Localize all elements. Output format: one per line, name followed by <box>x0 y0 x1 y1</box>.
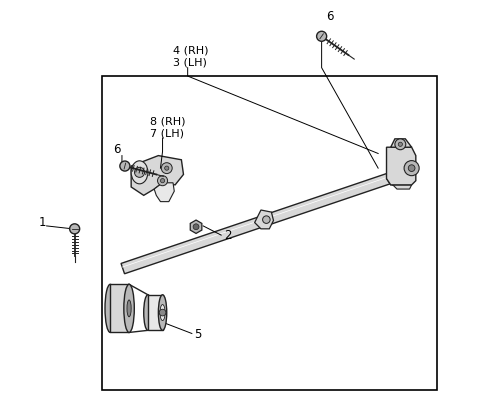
Polygon shape <box>121 173 390 274</box>
Circle shape <box>398 142 402 147</box>
Polygon shape <box>255 210 274 229</box>
Circle shape <box>160 178 165 183</box>
Circle shape <box>161 163 172 173</box>
Circle shape <box>317 31 327 41</box>
Circle shape <box>395 139 406 150</box>
Text: 6: 6 <box>326 10 334 23</box>
Polygon shape <box>386 178 412 189</box>
Text: 1: 1 <box>39 216 47 229</box>
Text: 4 (RH): 4 (RH) <box>173 45 208 55</box>
Ellipse shape <box>105 284 116 333</box>
Ellipse shape <box>158 295 167 331</box>
Ellipse shape <box>124 284 134 333</box>
Text: 6: 6 <box>113 144 120 157</box>
Polygon shape <box>131 155 183 195</box>
Ellipse shape <box>131 161 148 184</box>
Text: 3 (LH): 3 (LH) <box>173 58 207 68</box>
Polygon shape <box>148 295 163 331</box>
Ellipse shape <box>160 304 165 320</box>
Circle shape <box>157 176 168 186</box>
Ellipse shape <box>144 295 152 331</box>
Polygon shape <box>190 220 202 234</box>
Circle shape <box>70 224 80 234</box>
Text: 8 (RH): 8 (RH) <box>150 116 185 126</box>
Polygon shape <box>391 139 412 147</box>
Ellipse shape <box>127 300 131 317</box>
Circle shape <box>263 216 270 223</box>
Text: 2: 2 <box>225 229 232 242</box>
Circle shape <box>159 309 166 316</box>
Circle shape <box>120 161 130 171</box>
Text: 7 (LH): 7 (LH) <box>150 129 184 139</box>
Bar <box>102 76 437 390</box>
Circle shape <box>404 160 419 176</box>
Polygon shape <box>386 147 416 185</box>
Circle shape <box>134 167 144 177</box>
Polygon shape <box>110 284 129 333</box>
Circle shape <box>165 166 169 170</box>
Circle shape <box>193 224 199 230</box>
Text: 5: 5 <box>194 328 201 341</box>
Polygon shape <box>154 183 174 202</box>
Circle shape <box>408 165 415 171</box>
